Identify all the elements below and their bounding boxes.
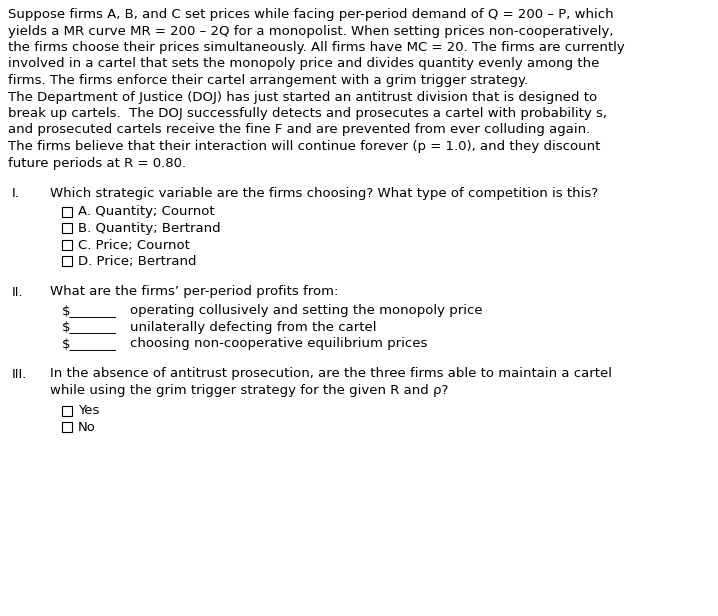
Text: I.: I. [12, 187, 20, 200]
Text: The Department of Justice (DOJ) has just started an antitrust division that is d: The Department of Justice (DOJ) has just… [8, 91, 597, 103]
Text: operating collusively and setting the monopoly price: operating collusively and setting the mo… [130, 304, 482, 317]
Text: The firms believe that their interaction will continue forever (p = 1.0), and th: The firms believe that their interaction… [8, 140, 600, 153]
Text: $_______: $_______ [62, 337, 117, 350]
Bar [62, 422, 72, 432]
Text: D. Price; Bertrand: D. Price; Bertrand [78, 255, 197, 268]
Text: the firms choose their prices simultaneously. All firms have MC = 20. The firms : the firms choose their prices simultaneo… [8, 41, 625, 54]
Text: break up cartels.  The DOJ successfully detects and prosecutes a cartel with pro: break up cartels. The DOJ successfully d… [8, 107, 607, 120]
Text: Suppose firms A, B, and C set prices while facing per-period demand of Q = 200 –: Suppose firms A, B, and C set prices whi… [8, 8, 614, 21]
Bar [62, 206, 72, 216]
Bar [62, 240, 72, 249]
Text: $_______: $_______ [62, 320, 117, 333]
Text: future periods at R = 0.80.: future periods at R = 0.80. [8, 156, 186, 169]
Text: A. Quantity; Cournot: A. Quantity; Cournot [78, 206, 215, 219]
Text: involved in a cartel that sets the monopoly price and divides quantity evenly am: involved in a cartel that sets the monop… [8, 57, 600, 70]
Text: firms. The firms enforce their cartel arrangement with a grim trigger strategy.: firms. The firms enforce their cartel ar… [8, 74, 528, 87]
Text: B. Quantity; Bertrand: B. Quantity; Bertrand [78, 222, 220, 235]
Bar [62, 256, 72, 266]
Bar [62, 405, 72, 416]
Text: yields a MR curve MR = 200 – 2Q for a monopolist. When setting prices non-cooper: yields a MR curve MR = 200 – 2Q for a mo… [8, 25, 613, 38]
Text: choosing non-cooperative equilibrium prices: choosing non-cooperative equilibrium pri… [130, 337, 427, 350]
Text: while using the grim trigger strategy for the given R and ρ?: while using the grim trigger strategy fo… [50, 384, 448, 397]
Text: C. Price; Cournot: C. Price; Cournot [78, 238, 190, 251]
Text: Which strategic variable are the firms choosing? What type of competition is thi: Which strategic variable are the firms c… [50, 187, 598, 200]
Text: III.: III. [12, 368, 27, 381]
Text: No: No [78, 421, 96, 434]
Text: and prosecuted cartels receive the fine F and are prevented from ever colluding : and prosecuted cartels receive the fine … [8, 123, 590, 137]
Text: In the absence of antitrust prosecution, are the three firms able to maintain a : In the absence of antitrust prosecution,… [50, 368, 612, 381]
Text: Yes: Yes [78, 405, 99, 418]
Text: $_______: $_______ [62, 304, 117, 317]
Text: What are the firms’ per-period profits from:: What are the firms’ per-period profits f… [50, 285, 338, 299]
Text: II.: II. [12, 285, 24, 299]
Text: unilaterally defecting from the cartel: unilaterally defecting from the cartel [130, 320, 376, 333]
Bar [62, 223, 72, 233]
